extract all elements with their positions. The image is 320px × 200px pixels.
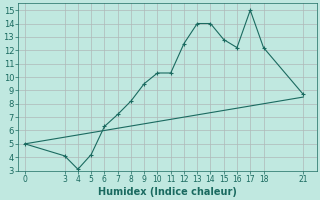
X-axis label: Humidex (Indice chaleur): Humidex (Indice chaleur) [98,187,237,197]
